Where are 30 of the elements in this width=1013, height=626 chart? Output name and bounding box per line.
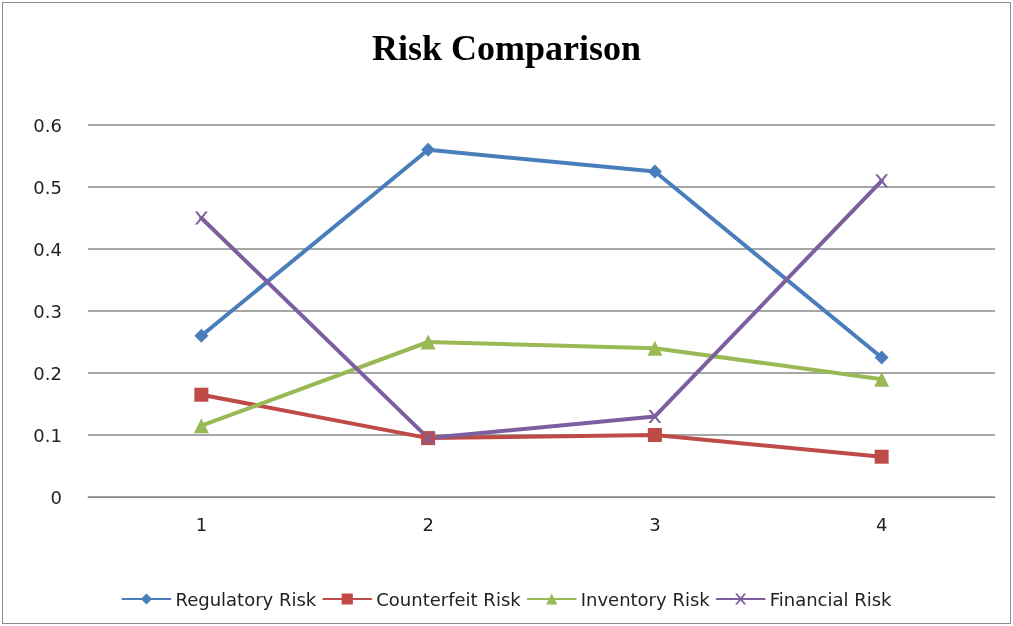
chart-title: Risk Comparison: [371, 28, 642, 68]
point: [420, 334, 436, 350]
point: [421, 142, 436, 157]
y-tick-label: 0: [50, 486, 62, 508]
legend-label: Financial Risk: [769, 588, 893, 610]
y-tick-label: 0.2: [33, 362, 62, 384]
point: [874, 350, 889, 365]
point: [647, 164, 662, 179]
legend-label: Inventory Risk: [580, 588, 711, 610]
point: [874, 371, 890, 387]
point: [194, 328, 209, 343]
x-tick-label: 2: [422, 513, 434, 535]
x-tick-label: 1: [195, 513, 208, 535]
point: [874, 449, 889, 464]
x-tick-label: 3: [649, 513, 661, 535]
legend-label: Counterfeit Risk: [376, 588, 522, 610]
point: [193, 418, 209, 434]
y-tick-label: 0.1: [33, 424, 62, 446]
point: [194, 211, 208, 225]
point: [648, 409, 662, 423]
y-tick-label: 0.4: [33, 238, 62, 260]
legend-label: Regulatory Risk: [175, 588, 317, 610]
point: [647, 340, 663, 356]
y-tick-label: 0.3: [33, 300, 62, 322]
y-tick-label: 0.6: [33, 114, 62, 136]
point: [194, 387, 209, 402]
point: [647, 428, 662, 442]
y-tick-label: 0.5: [33, 176, 62, 198]
x-tick-label: 4: [875, 513, 888, 535]
point: [875, 174, 889, 188]
